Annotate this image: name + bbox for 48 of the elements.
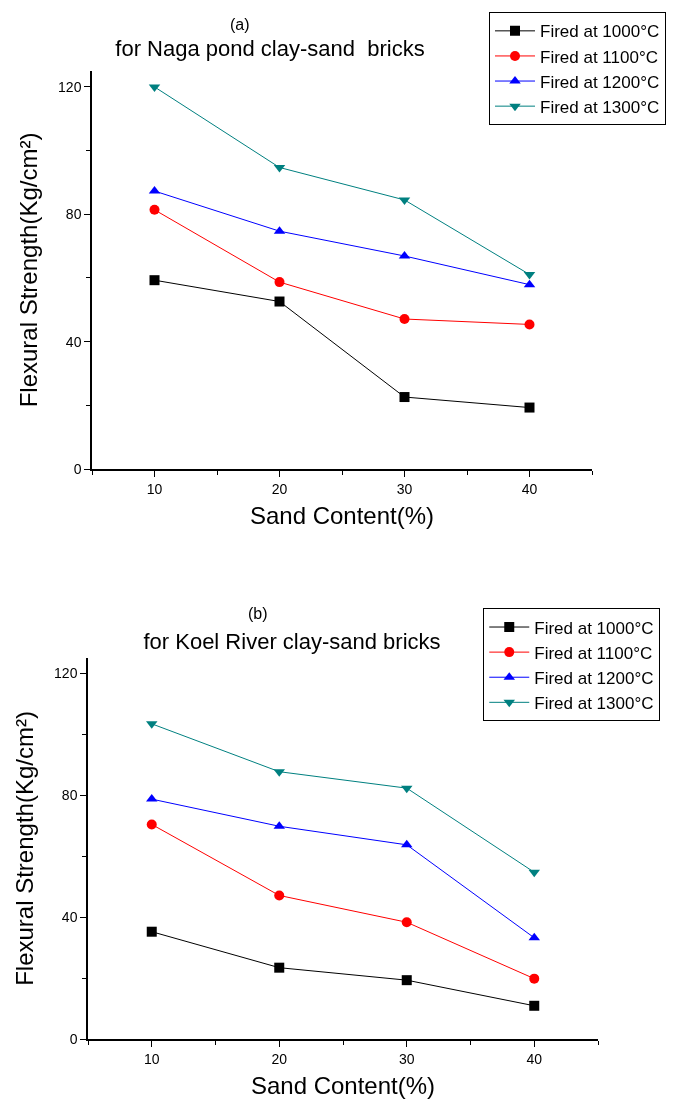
- point: [524, 402, 535, 413]
- x-tick-label: 40: [521, 480, 538, 497]
- legend-label: Fired at 1000°C: [534, 618, 654, 638]
- point: [529, 1000, 540, 1011]
- text: (b): [248, 605, 268, 622]
- point: [146, 926, 157, 937]
- legend-label: Fired at 1100°C: [534, 643, 653, 663]
- point: [274, 296, 285, 307]
- x-axis-title: Sand Content(%): [250, 1072, 436, 1100]
- x-axis-title: Sand Content(%): [249, 502, 435, 530]
- y-tick-label: 40: [65, 333, 82, 350]
- y-tick-label: 40: [61, 908, 78, 925]
- point: [146, 819, 157, 830]
- point: [401, 917, 412, 928]
- point: [399, 392, 410, 403]
- x-tick-label: 40: [526, 1050, 543, 1067]
- y-axis-title: Flexural Strength(Kg/cm²): [10, 711, 38, 986]
- x-tick-label: 10: [146, 480, 163, 497]
- point: [529, 973, 540, 984]
- y-tick-label: 120: [54, 665, 78, 682]
- x-tick-label: 20: [271, 1050, 288, 1067]
- x-tick-label: 20: [271, 480, 288, 497]
- legend-label: Fired at 1300°C: [540, 97, 660, 117]
- x-tick-label: 10: [143, 1050, 160, 1067]
- legend-label: Fired at 1000°C: [540, 22, 660, 42]
- text: (a): [230, 16, 250, 33]
- point: [274, 277, 285, 288]
- x-tick-label: 30: [398, 1050, 415, 1067]
- point: [399, 314, 410, 325]
- x-tick-label: 30: [396, 480, 413, 497]
- chart-title: for Naga pond clay-sand bricks: [115, 35, 425, 61]
- y-tick-label: 0: [73, 460, 82, 477]
- y-tick-label: 80: [61, 787, 78, 804]
- legend-label: Fired at 1200°C: [540, 72, 660, 92]
- legend-label: Fired at 1100°C: [540, 47, 658, 67]
- point: [524, 319, 535, 330]
- y-tick-label: 0: [69, 1030, 78, 1047]
- legend-label: Fired at 1300°C: [534, 693, 654, 713]
- point: [149, 275, 160, 286]
- chart-title: for Koel River clay-sand bricks: [143, 628, 441, 654]
- point: [274, 890, 285, 901]
- point: [401, 975, 412, 986]
- point: [274, 962, 285, 973]
- point: [149, 204, 160, 215]
- y-tick-label: 80: [65, 206, 82, 223]
- legend-label: Fired at 1200°C: [534, 668, 654, 688]
- y-tick-label: 120: [58, 78, 82, 95]
- y-axis-title: Flexural Strength(Kg/cm²): [14, 132, 42, 408]
